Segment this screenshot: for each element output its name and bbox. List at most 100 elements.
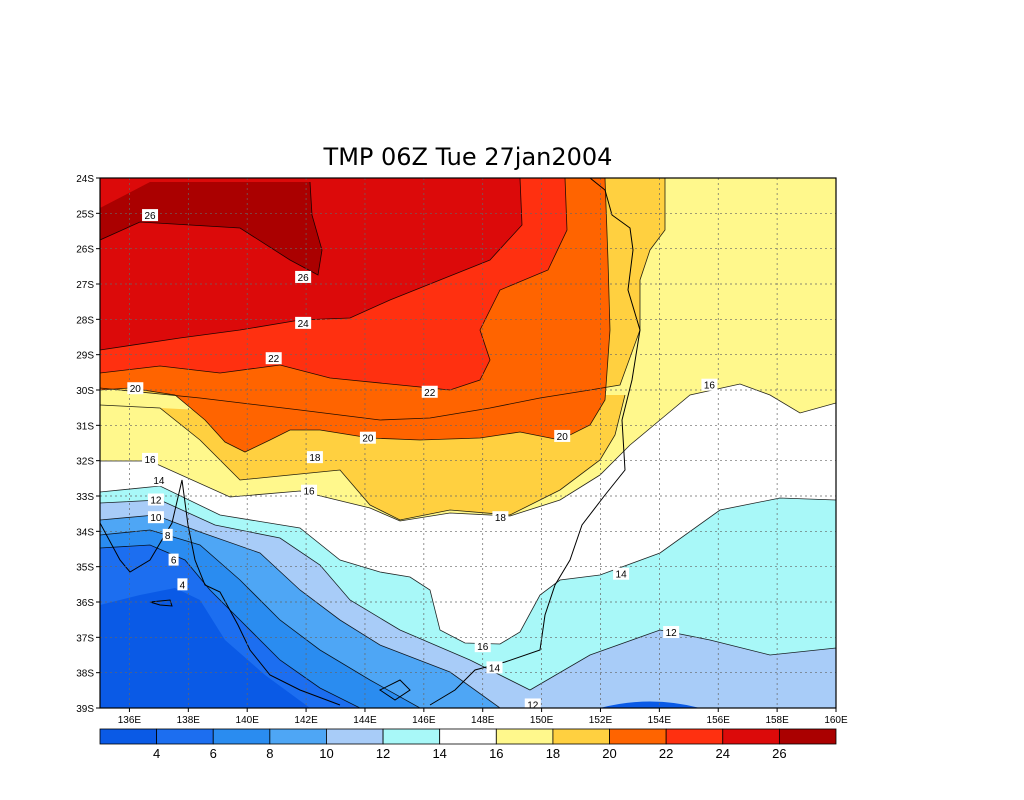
x-tick-label: 154E: [648, 715, 672, 726]
contour-lines: [100, 178, 836, 708]
contour-label: 14: [613, 567, 630, 581]
colorbar-label: 22: [659, 746, 673, 761]
svg-text:12: 12: [666, 628, 678, 639]
x-tick-label: 160E: [824, 715, 848, 726]
x-axis-ticks: 136E 138E 140E 142E 144E 146E 148E 150E 152E 154E…: [118, 708, 848, 726]
contour-label: 18: [306, 451, 323, 464]
chart-title: TMP 06Z Tue 27jan2004: [323, 143, 613, 171]
x-tick-label: 146E: [412, 715, 436, 726]
svg-text:26: 26: [144, 211, 156, 222]
contour-label: 20: [359, 431, 376, 445]
x-tick-label: 144E: [353, 715, 377, 726]
colorbar-label: 10: [319, 746, 333, 761]
svg-text:20: 20: [130, 384, 142, 395]
svg-text:22: 22: [424, 388, 436, 399]
y-tick-label: 25S: [76, 209, 94, 220]
y-tick-label: 28S: [76, 315, 94, 326]
x-tick-label: 138E: [177, 715, 201, 726]
colorbar-label: 4: [153, 746, 160, 761]
svg-text:26: 26: [298, 273, 310, 284]
svg-text:16: 16: [704, 381, 716, 392]
contour-label: 14: [486, 661, 503, 674]
svg-text:16: 16: [144, 455, 156, 466]
x-tick-label: 152E: [589, 715, 613, 726]
svg-text:6: 6: [171, 556, 177, 567]
colorbar-label: 14: [432, 746, 446, 761]
svg-text:14: 14: [616, 570, 628, 581]
contour-label: 16: [142, 452, 159, 466]
contour-label: 16: [301, 484, 318, 498]
contour-label: 20: [127, 382, 144, 395]
contour-label: 12: [524, 698, 541, 711]
colorbar: 4 6 8 10 12 14 16 18 20 22 24 26: [99, 728, 837, 761]
svg-text:16: 16: [477, 642, 489, 653]
contour-labels: 26 26 24 22 22 20 20 20 18 18 16 16 16 16 14 14 14 12 12 12…: [127, 209, 718, 711]
contour-label: 4: [177, 578, 188, 591]
y-tick-label: 26S: [76, 245, 94, 256]
y-tick-label: 38S: [76, 669, 94, 680]
contour-label: 26: [142, 209, 159, 222]
svg-text:20: 20: [557, 432, 569, 443]
svg-text:12: 12: [150, 496, 162, 507]
svg-text:10: 10: [150, 513, 162, 524]
y-axis-ticks: 24S 25S 26S 27S 28S 29S 30S 31S 32S 33S 34S 35S 36S 3…: [76, 174, 100, 715]
x-tick-label: 140E: [236, 715, 260, 726]
colorbar-swatch: [439, 728, 497, 745]
x-tick-label: 142E: [294, 715, 318, 726]
svg-text:22: 22: [268, 354, 280, 365]
svg-text:24: 24: [298, 319, 310, 330]
svg-text:8: 8: [165, 531, 171, 542]
contour-label: 14: [150, 474, 167, 487]
x-tick-label: 158E: [765, 715, 789, 726]
colorbar-swatch: [382, 728, 441, 745]
colorbar-label: 26: [772, 746, 786, 761]
svg-text:12: 12: [527, 700, 539, 711]
colorbar-swatch: [552, 728, 610, 745]
contour-label: 22: [265, 352, 282, 365]
svg-text:4: 4: [180, 580, 186, 591]
band-below-4: [100, 588, 310, 708]
contour-label: 10: [147, 511, 164, 524]
y-tick-label: 34S: [76, 527, 94, 538]
colorbar-swatch: [326, 728, 384, 745]
contour-label: 20: [554, 429, 571, 443]
y-tick-label: 24S: [76, 174, 94, 185]
colorbar-swatch: [665, 728, 724, 745]
colorbar-swatch: [212, 728, 271, 745]
colorbar-label: 12: [376, 746, 390, 761]
y-tick-label: 27S: [76, 280, 94, 291]
contour-label: 6: [168, 553, 179, 567]
x-tick-label: 136E: [118, 715, 142, 726]
contour-label: 24: [295, 316, 312, 330]
svg-text:20: 20: [362, 434, 374, 445]
y-tick-label: 32S: [76, 457, 94, 468]
y-tick-label: 35S: [76, 563, 94, 574]
y-tick-label: 29S: [76, 351, 94, 362]
svg-text:18: 18: [495, 513, 507, 524]
contour-label: 16: [474, 640, 491, 653]
x-tick-label: 150E: [530, 715, 554, 726]
contour-label: 12: [147, 493, 164, 507]
contour-label: 22: [421, 385, 438, 399]
y-tick-label: 36S: [76, 598, 94, 609]
svg-text:18: 18: [309, 453, 321, 464]
colorbar-label: 18: [546, 746, 560, 761]
plot-area: 26 26 24 22 22 20 20 20 18 18 16 16 16 16 14 14 14 12 12 12…: [100, 178, 836, 711]
colorbar-label: 24: [716, 746, 730, 761]
colorbar-swatch: [269, 728, 327, 745]
x-tick-label: 148E: [471, 715, 495, 726]
contour-label: 18: [492, 511, 509, 524]
y-tick-label: 33S: [76, 492, 94, 503]
plot-frame: [99, 177, 837, 709]
contour-label: 16: [701, 378, 718, 392]
y-tick-label: 37S: [76, 633, 94, 644]
colorbar-label: 6: [210, 746, 217, 761]
colorbar-swatch: [156, 728, 214, 745]
colorbar-swatch: [495, 728, 554, 745]
grid-lines: [100, 178, 836, 708]
band-below-4-east: [600, 701, 700, 708]
contour-label: 8: [162, 528, 173, 542]
contour-label: 12: [663, 626, 680, 639]
band-above-26: [100, 182, 322, 275]
